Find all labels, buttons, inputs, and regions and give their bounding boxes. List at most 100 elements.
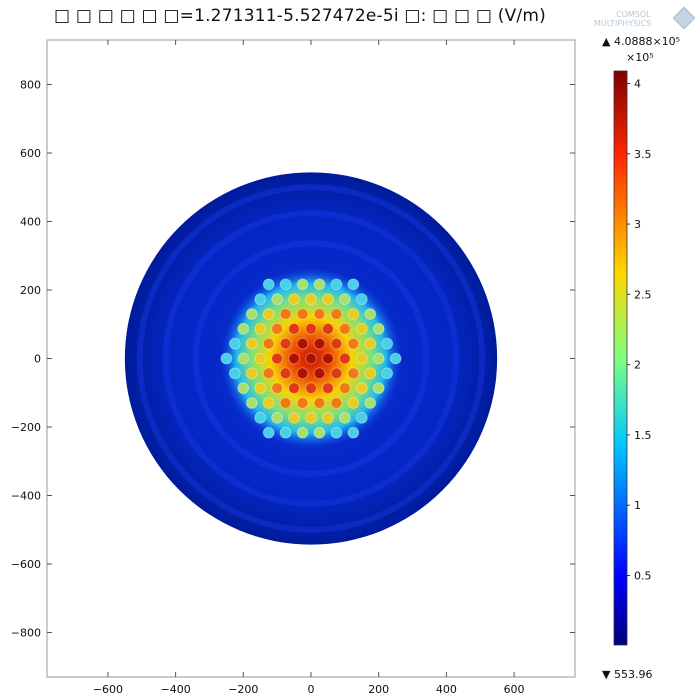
field-ring xyxy=(192,240,430,477)
fiber-core xyxy=(355,293,368,306)
fiber-core xyxy=(245,337,258,350)
fiber-core xyxy=(355,322,368,335)
fiber-core xyxy=(381,367,394,380)
fiber-core xyxy=(322,322,334,335)
fiber-core xyxy=(347,426,360,439)
fiber-core xyxy=(338,382,351,395)
y-axis: −800 −600 −400 −200 0 200 400 600 800 xyxy=(11,79,575,639)
fiber-core xyxy=(313,367,326,380)
fiber-core xyxy=(313,308,326,320)
fiber-core xyxy=(322,352,334,365)
fiber-core xyxy=(330,426,343,439)
fiber-core xyxy=(355,411,368,424)
fiber-core xyxy=(288,382,300,395)
colorbar-tick-label: 3 xyxy=(634,218,641,231)
fiber-core xyxy=(254,322,267,335)
field-plot xyxy=(124,172,498,545)
colorbar-tick-label: 1.5 xyxy=(634,429,652,442)
fiber-core xyxy=(245,308,258,320)
fiber-core xyxy=(330,367,343,380)
y-tick-label: −800 xyxy=(11,626,41,639)
x-tick-label: 0 xyxy=(308,683,315,696)
fiber-core xyxy=(296,337,309,350)
fiber-core xyxy=(279,426,292,439)
fiber-core xyxy=(330,308,343,320)
fiber-core xyxy=(228,337,241,350)
fiber-core xyxy=(322,293,334,306)
fiber-core xyxy=(305,352,317,365)
fiber-core xyxy=(271,352,284,365)
fiber-core xyxy=(347,367,360,380)
fiber-core xyxy=(288,293,300,306)
fiber-core xyxy=(305,322,317,335)
field-ring xyxy=(162,210,460,507)
x-tick-label: 600 xyxy=(504,683,525,696)
fiber-core xyxy=(279,308,292,320)
fiber-core xyxy=(254,293,267,306)
fiber-core xyxy=(372,382,385,395)
fiber-core xyxy=(305,382,317,395)
comsol-logo: COMSOL MULTIPHYSICS xyxy=(586,6,696,30)
fiber-core xyxy=(364,337,377,350)
colorbar-tick-label: 4 xyxy=(634,77,641,90)
fiber-core xyxy=(245,397,258,409)
fiber-core xyxy=(347,397,360,409)
fiber-core xyxy=(296,367,309,380)
fiber-core xyxy=(262,337,275,350)
fiber-core xyxy=(364,308,377,320)
fiber-core xyxy=(389,352,402,365)
fiber-core xyxy=(271,293,284,306)
y-tick-label: −600 xyxy=(11,558,41,571)
y-tick-label: −200 xyxy=(11,421,41,434)
fiber-core xyxy=(271,322,284,335)
fiber-core xyxy=(313,278,326,291)
fiber-core xyxy=(288,352,300,365)
y-tick-label: 800 xyxy=(20,79,41,92)
fiber-core xyxy=(254,411,267,424)
fiber-core xyxy=(372,322,385,335)
fiber-core xyxy=(347,337,360,350)
fiber-core xyxy=(279,337,292,350)
fiber-core xyxy=(305,411,317,424)
colorbar xyxy=(613,70,628,646)
fiber-core xyxy=(279,397,292,409)
fiber-core xyxy=(313,426,326,439)
field-ring xyxy=(136,184,486,533)
fiber-core xyxy=(254,352,267,365)
colorbar-min-label: ▼ 553.96 xyxy=(602,668,653,681)
fiber-core xyxy=(313,337,326,350)
plot-title: □ □ □ □ □ □=1.271311-5.527472e-5i □: □ □… xyxy=(54,6,546,26)
x-tick-label: −200 xyxy=(228,683,258,696)
fiber-core xyxy=(271,382,284,395)
fiber-core xyxy=(262,308,275,320)
x-tick-label: 200 xyxy=(368,683,389,696)
colorbar-multiplier: ×10⁵ xyxy=(626,51,654,64)
fiber-core xyxy=(271,411,284,424)
y-tick-label: 200 xyxy=(20,284,41,297)
colorbar-ticks: 0.5 1 1.5 2 2.5 3 3.5 4 xyxy=(627,77,652,582)
fiber-core xyxy=(355,352,368,365)
colorbar-tick-label: 0.5 xyxy=(634,569,652,582)
fiber-core xyxy=(338,322,351,335)
y-tick-label: 0 xyxy=(34,353,41,366)
fiber-core xyxy=(322,411,334,424)
y-tick-label: 400 xyxy=(20,216,41,229)
fiber-core xyxy=(330,337,343,350)
fiber-core xyxy=(237,322,250,335)
fiber-core xyxy=(296,308,309,320)
fiber-core xyxy=(322,382,334,395)
fiber-core xyxy=(262,426,275,439)
fiber-core xyxy=(262,367,275,380)
fiber-core xyxy=(245,367,258,380)
fiber-core xyxy=(228,367,241,380)
fiber-core xyxy=(313,397,326,409)
fiber-core xyxy=(220,352,233,365)
y-tick-label: −400 xyxy=(11,489,41,502)
fiber-core xyxy=(288,322,300,335)
x-tick-label: 400 xyxy=(436,683,457,696)
colorbar-max-label: ▲ 4.0888×10⁵ xyxy=(602,35,681,48)
colorbar-tick-label: 1 xyxy=(634,499,641,512)
fiber-core xyxy=(364,397,377,409)
colorbar-tick-label: 2.5 xyxy=(634,288,652,301)
